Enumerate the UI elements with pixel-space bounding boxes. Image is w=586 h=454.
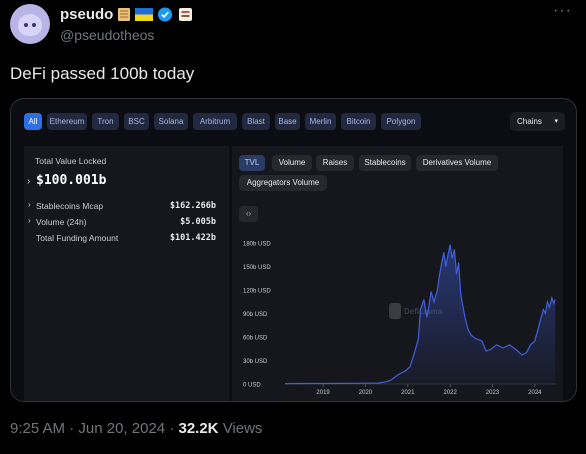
tab-stablecoins[interactable]: Stablecoins bbox=[359, 155, 411, 171]
tab-volume[interactable]: Volume bbox=[272, 155, 312, 171]
chain-filter-blast[interactable]: Blast bbox=[242, 113, 270, 130]
y-tick-label: 0 USD bbox=[243, 383, 261, 389]
y-tick-label: 180b USD bbox=[243, 242, 271, 248]
stat-label-volume: Volume (24h) bbox=[36, 217, 87, 227]
scroll-emoji-icon bbox=[118, 8, 130, 21]
chevron-right-icon[interactable]: › bbox=[28, 200, 31, 209]
tab-raises[interactable]: Raises bbox=[316, 155, 354, 171]
avatar-eye bbox=[24, 23, 28, 27]
tvl-label: Total Value Locked bbox=[35, 156, 107, 166]
embed-button[interactable]: ‹› bbox=[239, 206, 258, 222]
tweet-meta: 9:25 AM · Jun 20, 2024 · 32.2K Views bbox=[10, 420, 262, 437]
y-tick-label: 90b USD bbox=[243, 312, 268, 318]
tab-derivatives-volume[interactable]: Derivatives Volume bbox=[416, 155, 498, 171]
y-tick-label: 60b USD bbox=[243, 336, 268, 342]
meta-sep: · bbox=[169, 420, 175, 437]
y-tick-label: 150b USD bbox=[243, 265, 271, 271]
chain-filter-ethereum[interactable]: Ethereum bbox=[47, 113, 87, 130]
chain-filter-bsc[interactable]: BSC bbox=[124, 113, 149, 130]
x-tick-label: 2020 bbox=[359, 390, 373, 396]
y-tick-label: 120b USD bbox=[243, 289, 271, 295]
chain-filter-bitcoin[interactable]: Bitcoin bbox=[341, 113, 376, 130]
chart-panel: TVL Volume Raises Stablecoins Derivatives Vo… bbox=[232, 146, 563, 401]
user-handle[interactable]: @pseudotheos bbox=[60, 27, 155, 43]
media-card[interactable]: All Ethereum Tron BSC Solana Arbitrum Blast Bas… bbox=[10, 98, 577, 402]
avatar-face bbox=[18, 14, 42, 36]
chain-filter-arbitrum[interactable]: Arbitrum bbox=[193, 113, 237, 130]
x-tick-label: 2023 bbox=[486, 390, 500, 396]
tvl-series-area bbox=[285, 244, 556, 384]
tvl-series-line bbox=[284, 244, 556, 385]
x-tick-label: 2022 bbox=[443, 390, 457, 396]
chain-filter-merlin[interactable]: Merlin bbox=[305, 113, 336, 130]
views-label: Views bbox=[222, 420, 263, 437]
chain-filter-base[interactable]: Base bbox=[275, 113, 300, 130]
defillama-logo bbox=[389, 303, 401, 319]
x-tick-label: 2024 bbox=[528, 390, 542, 396]
tab-aggregators-volume[interactable]: Aggregators Volume bbox=[239, 175, 327, 191]
avatar[interactable] bbox=[10, 4, 50, 44]
chain-filter-polygon[interactable]: Polygon bbox=[381, 113, 421, 130]
chains-dropdown[interactable]: Chains ▾ bbox=[510, 112, 565, 131]
profile-label-icon bbox=[179, 8, 192, 21]
stat-value-stablecoins: $162.266b bbox=[169, 201, 216, 211]
y-tick-label: 30b USD bbox=[243, 359, 268, 365]
stat-value-funding: $101.422b bbox=[169, 233, 216, 243]
tvl-value: $100.001b bbox=[36, 173, 107, 188]
stat-label-stablecoins: Stablecoins Mcap bbox=[36, 201, 104, 211]
chevron-down-icon: ▾ bbox=[554, 118, 558, 125]
chevron-right-icon[interactable]: › bbox=[27, 176, 31, 187]
stats-panel: Total Value Locked › $100.001b › Stablec… bbox=[24, 146, 229, 401]
views-count: 32.2K bbox=[178, 420, 219, 437]
chain-filter-solana[interactable]: Solana bbox=[154, 113, 188, 130]
display-name[interactable]: pseudo bbox=[60, 6, 114, 23]
stat-label-funding: Total Funding Amount bbox=[36, 233, 119, 243]
ukraine-flag-icon bbox=[135, 8, 153, 21]
chain-filter-tron[interactable]: Tron bbox=[92, 113, 119, 130]
x-tick-label: 2021 bbox=[401, 390, 415, 396]
code-icon: ‹› bbox=[245, 209, 252, 218]
meta-sep: · bbox=[69, 420, 75, 437]
chain-filter-all[interactable]: All bbox=[24, 113, 42, 130]
tweet-time[interactable]: 9:25 AM bbox=[10, 420, 66, 437]
x-tick-label: 2019 bbox=[316, 390, 330, 396]
chevron-right-icon[interactable]: › bbox=[28, 216, 31, 225]
tab-tvl[interactable]: TVL bbox=[239, 155, 265, 171]
avatar-eye bbox=[32, 23, 36, 27]
chains-dropdown-label: Chains bbox=[517, 117, 542, 126]
tweet-date[interactable]: Jun 20, 2024 bbox=[78, 420, 166, 437]
tweet-text: DeFi passed 100b today bbox=[10, 64, 195, 83]
verified-badge-icon bbox=[157, 7, 173, 22]
more-options-button[interactable]: ··· bbox=[553, 2, 572, 20]
stat-value-volume: $5.005b bbox=[180, 217, 216, 227]
ellipsis-icon: ··· bbox=[553, 2, 572, 19]
